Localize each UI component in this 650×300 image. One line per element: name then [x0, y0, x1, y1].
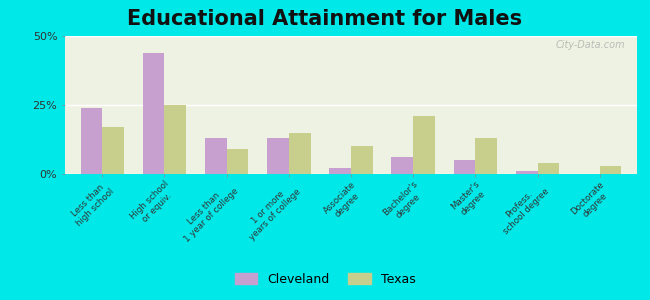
Bar [538, 163, 559, 174]
Bar [351, 146, 372, 174]
Text: Educational Attainment for Males: Educational Attainment for Males [127, 9, 523, 29]
Bar [81, 108, 102, 174]
Bar [391, 158, 413, 174]
Bar [164, 105, 187, 174]
Bar [600, 166, 621, 174]
Bar [227, 149, 248, 174]
Bar [102, 127, 124, 174]
Bar [289, 133, 311, 174]
Bar [413, 116, 435, 174]
Bar [205, 138, 227, 174]
Bar [143, 52, 164, 174]
Text: City-Data.com: City-Data.com [556, 40, 625, 50]
Legend: Cleveland, Texas: Cleveland, Texas [229, 268, 421, 291]
Bar [475, 138, 497, 174]
Bar [330, 169, 351, 174]
Bar [454, 160, 475, 174]
Bar [267, 138, 289, 174]
Bar [515, 171, 538, 174]
